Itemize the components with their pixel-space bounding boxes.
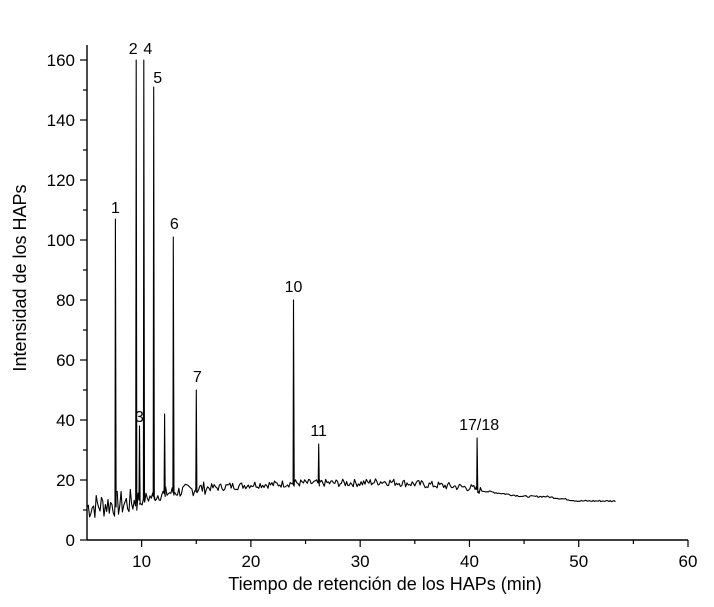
x-tick-label: 30 <box>351 552 370 571</box>
y-tick-label: 80 <box>56 291 75 310</box>
ticks <box>80 59 689 547</box>
tick-labels: 10 20 30 40 50 60 0 20 40 60 80 100 120 140 160 <box>47 51 698 571</box>
x-tick-label: 60 <box>679 552 698 571</box>
peak-label: 3 <box>135 409 144 426</box>
y-tick-label: 20 <box>56 471 75 490</box>
x-tick-label: 10 <box>132 552 151 571</box>
y-tick-label: 0 <box>66 531 75 550</box>
x-tick-label: 50 <box>569 552 588 571</box>
peak-label: 17/18 <box>459 417 499 434</box>
peak-label: 11 <box>310 423 327 440</box>
x-tick-label: 20 <box>241 552 260 571</box>
peak-label: 6 <box>170 216 179 233</box>
y-tick-label: 40 <box>56 411 75 430</box>
x-tick-label: 40 <box>460 552 479 571</box>
y-tick-label: 160 <box>47 51 75 70</box>
peak-label: 2 <box>129 41 138 58</box>
y-tick-label: 60 <box>56 351 75 370</box>
axes <box>86 45 688 541</box>
peak-label: 7 <box>193 369 202 386</box>
y-tick-label: 120 <box>47 171 75 190</box>
y-axis-title: Intensidad de los HAPs <box>10 184 30 371</box>
peak-label: 10 <box>285 279 303 296</box>
peak-labels: 1 2 3 45 6 7 10 11 17/18 <box>111 41 499 440</box>
peak-label: 1 <box>111 200 120 217</box>
y-tick-label: 140 <box>47 111 75 130</box>
x-axis-title: Tiempo de retención de los HAPs (min) <box>228 574 541 594</box>
peak-label: 5 <box>153 70 162 87</box>
peak-label: 4 <box>143 41 152 58</box>
chromatogram-trace <box>86 59 616 518</box>
y-tick-label: 100 <box>47 231 75 250</box>
